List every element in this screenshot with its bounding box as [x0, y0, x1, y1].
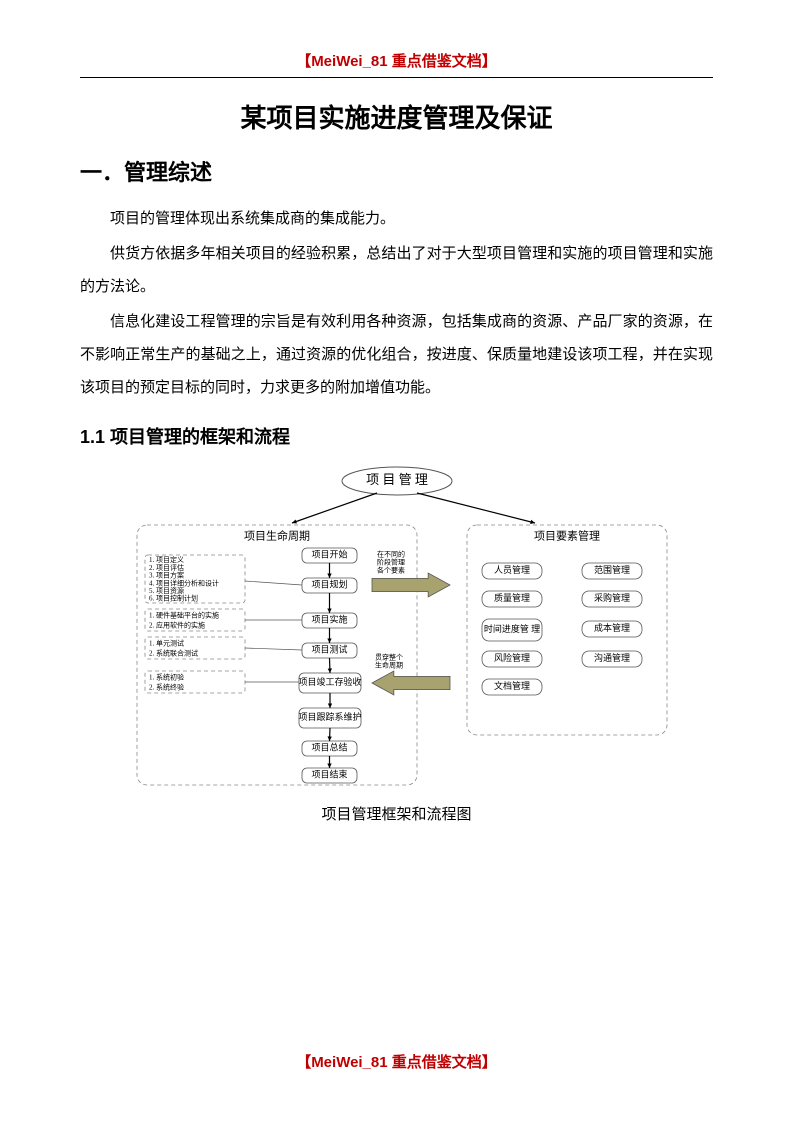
svg-text:1. 项目定义: 1. 项目定义: [149, 555, 184, 564]
svg-text:1. 单元测试: 1. 单元测试: [149, 639, 184, 648]
svg-text:项目测试: 项目测试: [311, 644, 347, 655]
svg-text:采购管理: 采购管理: [593, 592, 629, 603]
svg-text:人员管理: 人员管理: [493, 564, 529, 575]
svg-text:成本管理: 成本管理: [593, 622, 629, 633]
flowchart-container: 项 目 管 理项目生命周期 项目要素管理项目开始项目规划项目实施项目测试项目竣工存…: [80, 463, 713, 793]
paragraph-1: 项目的管理体现出系统集成商的集成能力。: [80, 203, 713, 236]
svg-text:项目要素管理: 项目要素管理: [534, 529, 600, 543]
svg-text:项目规划: 项目规划: [311, 579, 347, 590]
svg-text:4. 项目详细分析和设计: 4. 项目详细分析和设计: [149, 578, 219, 587]
paragraph-2: 供货方依据多年相关项目的经验积累，总结出了对于大型项目管理和实施的项目管理和实施…: [80, 238, 713, 304]
svg-text:范围管理: 范围管理: [593, 564, 629, 575]
svg-text:项目总结: 项目总结: [311, 742, 347, 753]
subsection-heading-1-1: 1.1 项目管理的框架和流程: [80, 423, 713, 449]
svg-text:5. 项目资源: 5. 项目资源: [149, 586, 184, 595]
project-management-flowchart: 项 目 管 理项目生命周期 项目要素管理项目开始项目规划项目实施项目测试项目竣工存…: [117, 463, 677, 793]
svg-text:沟通管理: 沟通管理: [593, 652, 629, 663]
svg-text:项目生命周期: 项目生命周期: [244, 529, 310, 543]
svg-text:2. 应用软件的实施: 2. 应用软件的实施: [149, 621, 205, 630]
svg-text:风险管理: 风险管理: [493, 652, 529, 663]
svg-text:项目结束: 项目结束: [311, 769, 347, 780]
svg-text:2. 项目评估: 2. 项目评估: [149, 563, 184, 572]
svg-text:6. 项目控制计划: 6. 项目控制计划: [149, 594, 198, 603]
svg-text:生命周期: 生命周期: [375, 661, 403, 670]
svg-text:项 目 管 理: 项 目 管 理: [366, 472, 428, 487]
section-heading-1: 一．管理综述: [80, 155, 713, 187]
svg-text:2. 系统联合测试: 2. 系统联合测试: [149, 649, 198, 658]
svg-text:项目跟踪系维护: 项目跟踪系维护: [298, 711, 361, 722]
diagram-caption: 项目管理框架和流程图: [80, 803, 713, 824]
header-label: 【MeiWei_81 重点借鉴文档】: [80, 50, 713, 78]
svg-text:项目竣工存验收: 项目竣工存验收: [298, 676, 361, 687]
svg-text:时间进度管 理: 时间进度管 理: [483, 623, 539, 634]
svg-text:阶段管理: 阶段管理: [377, 558, 405, 567]
svg-text:1. 系统初验: 1. 系统初验: [149, 673, 184, 682]
svg-text:在不同的: 在不同的: [377, 550, 405, 559]
svg-text:质量管理: 质量管理: [493, 592, 529, 603]
svg-text:1. 硬件基础平台的实施: 1. 硬件基础平台的实施: [149, 611, 219, 620]
svg-text:贯穿整个: 贯穿整个: [375, 653, 403, 662]
paragraph-3: 信息化建设工程管理的宗旨是有效利用各种资源，包括集成商的资源、产品厂家的资源，在…: [80, 306, 713, 405]
footer-label: 【MeiWei_81 重点借鉴文档】: [0, 1051, 793, 1072]
svg-text:3. 项目方案: 3. 项目方案: [149, 571, 184, 580]
svg-text:项目开始: 项目开始: [311, 549, 347, 560]
svg-text:项目实施: 项目实施: [311, 614, 347, 625]
svg-text:2. 系统终验: 2. 系统终验: [149, 683, 184, 692]
page-title: 某项目实施进度管理及保证: [80, 98, 713, 135]
svg-text:文档管理: 文档管理: [493, 680, 529, 691]
svg-text:各个要素: 各个要素: [377, 566, 405, 575]
